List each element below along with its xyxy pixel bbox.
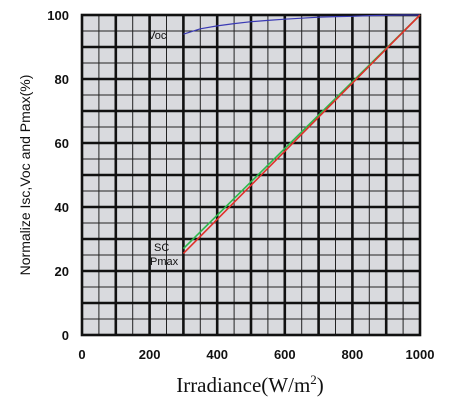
plot-frame [80, 13, 422, 337]
y-tick-label: 60 [55, 136, 69, 151]
annotation-voc: Voc [148, 30, 167, 42]
series-layer [182, 14, 421, 254]
major-grid [80, 13, 422, 337]
x-axis-label-close: ) [317, 373, 324, 397]
annotation-sc: SC [154, 242, 169, 254]
x-tick-label: 400 [206, 347, 228, 362]
x-tick-label: 1000 [406, 347, 435, 362]
y-tick-label: 100 [47, 8, 69, 23]
y-axis-label: Normalize Isc,Voc and Pmax(%) [17, 75, 33, 276]
x-tick-label: 0 [78, 347, 85, 362]
annotation-pmax: Pmax [150, 256, 179, 268]
y-tick-label: 40 [55, 200, 69, 215]
x-tick-label: 600 [274, 347, 296, 362]
y-tick-label: 80 [55, 72, 69, 87]
x-tick-label: 800 [342, 347, 364, 362]
tick-labels: 0 200 400 600 800 1000 0 20 40 60 80 100 [47, 8, 434, 362]
y-tick-label: 20 [55, 264, 69, 279]
x-tick-label: 200 [139, 347, 161, 362]
x-axis-label: Irradiance(W/m2) [176, 372, 324, 397]
x-axis-label-main: Irradiance(W/m [176, 373, 310, 397]
y-tick-label: 0 [62, 328, 69, 343]
series-line-voc [183, 14, 420, 35]
series-line-pmax [182, 14, 421, 254]
x-axis-label-superscript: 2 [310, 372, 317, 387]
